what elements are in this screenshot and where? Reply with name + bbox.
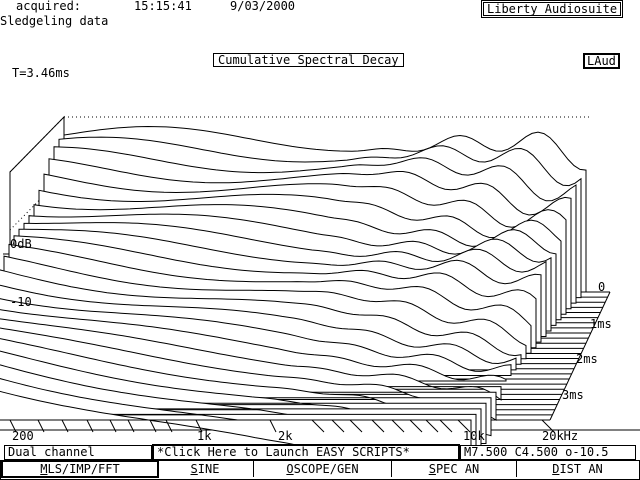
measurement-name: Sledgeling data <box>0 14 109 28</box>
menu-mls-imp-fft[interactable]: MLS/IMP/FFT <box>1 460 159 478</box>
time-label-0: 0 <box>598 280 606 294</box>
app-title-button[interactable]: Liberty Audiosuite <box>481 0 624 18</box>
freq-tick-2 <box>61 419 69 433</box>
menu-oscope-gen[interactable]: OSCOPE/GEN <box>254 461 392 477</box>
wall-grid-0 <box>9 116 65 173</box>
params-status: M7.500 C4.500 o-10.5 <box>460 445 636 460</box>
plot-title: Cumulative Spectral Decay <box>213 53 404 67</box>
freq-tick-15 <box>409 419 423 433</box>
time-label-2ms: 2ms <box>576 352 598 366</box>
freq-tick-18 <box>457 419 471 433</box>
freq-label-2k: 2k <box>278 429 293 443</box>
y-label-minus10: -10 <box>10 295 32 309</box>
freq-label-1k: 1k <box>197 429 212 443</box>
freq-tick-7 <box>165 419 173 433</box>
menu-spec-an[interactable]: SPEC AN <box>392 461 517 477</box>
y-label-0db: 0dB <box>10 237 32 251</box>
laud-badge[interactable]: LAud <box>583 53 620 69</box>
freq-label-200: 200 <box>12 429 34 443</box>
freq-tick-19 <box>541 419 555 433</box>
freq-tick-11 <box>331 419 345 433</box>
time-slice-label: T=3.46ms <box>12 66 70 80</box>
acquired-date: 9/03/2000 <box>230 0 296 13</box>
freq-tick-9 <box>269 419 277 433</box>
freq-tick-5 <box>127 419 135 433</box>
freq-tick-3 <box>86 419 94 433</box>
acquired-label: acquired: <box>16 0 82 13</box>
freq-tick-13 <box>371 419 385 433</box>
time-label-3ms: 3ms <box>562 388 584 402</box>
freq-tick-14 <box>391 419 405 433</box>
freq-label-10k: 10k <box>463 429 485 443</box>
freq-tick-6 <box>149 419 157 433</box>
freq-tick-12 <box>349 419 363 433</box>
csd-waterfall-plot <box>0 115 640 445</box>
acquired-time: 15:15:41 <box>134 0 192 13</box>
time-label-1ms: 1ms <box>590 317 612 331</box>
freq-tick-0 <box>9 419 17 433</box>
freq-tick-4 <box>109 419 117 433</box>
freq-label-20khz: 20kHz <box>542 429 579 443</box>
freq-tick-16 <box>425 419 439 433</box>
freq-tick-8 <box>195 419 203 433</box>
freq-tick-10 <box>311 419 325 433</box>
freq-tick-17 <box>439 419 453 433</box>
freq-tick-1 <box>37 419 45 433</box>
time-axis-line <box>549 291 611 421</box>
decay-slice-23 <box>0 390 472 445</box>
menu-dist-an[interactable]: DIST AN <box>552 462 603 476</box>
menu-sine[interactable]: SINE <box>157 461 254 477</box>
channel-mode-status: Dual channel <box>4 445 152 460</box>
easy-scripts-link[interactable]: *Click Here to Launch EASY SCRIPTS* <box>152 444 460 461</box>
